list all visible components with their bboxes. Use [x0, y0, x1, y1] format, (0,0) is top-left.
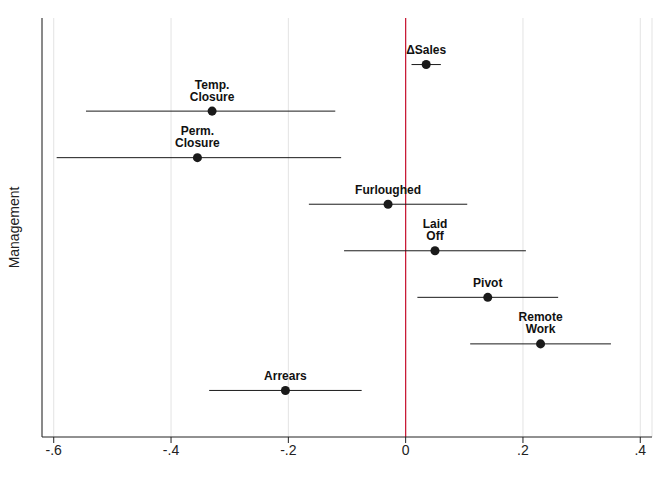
- svg-text:Temp.Closure: Temp.Closure: [190, 78, 235, 104]
- svg-text:Furloughed: Furloughed: [355, 183, 421, 197]
- svg-text:0: 0: [402, 442, 410, 458]
- svg-text:Perm.Closure: Perm.Closure: [175, 124, 220, 150]
- svg-text:-.6: -.6: [46, 442, 63, 458]
- svg-text:.2: .2: [517, 442, 529, 458]
- svg-text:Arrears: Arrears: [264, 369, 307, 383]
- svg-text:-.4: -.4: [163, 442, 180, 458]
- svg-text:-.2: -.2: [280, 442, 297, 458]
- svg-text:Management: Management: [6, 187, 22, 269]
- svg-text:Pivot: Pivot: [473, 276, 502, 290]
- svg-text:LaidOff: LaidOff: [423, 217, 448, 243]
- svg-text:RemoteWork: RemoteWork: [519, 310, 563, 336]
- svg-text:.4: .4: [634, 442, 646, 458]
- svg-text:ΔSales: ΔSales: [406, 43, 446, 57]
